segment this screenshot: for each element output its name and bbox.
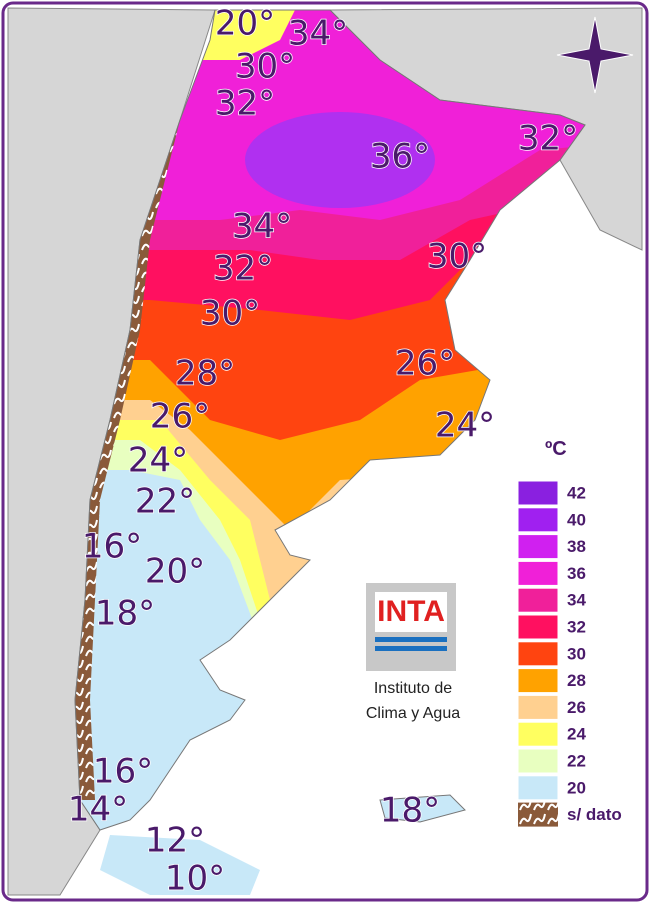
legend-swatch (517, 721, 559, 747)
isotherm-label: 12° (145, 821, 205, 861)
isotherm-label: 26° (150, 397, 210, 437)
compass (556, 16, 634, 94)
legend-swatch (517, 748, 559, 774)
isotherm-label: 32° (213, 249, 273, 289)
logo: INTA Instituto de Clima y Agua (366, 583, 460, 722)
isotherm-label: 14° (68, 790, 128, 830)
legend-swatch (517, 507, 559, 533)
isotherm-label: 36° (370, 137, 430, 177)
malvinas (379, 794, 466, 823)
isotherm-label: 34° (232, 207, 292, 247)
legend-label: 26 (567, 698, 586, 717)
legend-swatch (517, 694, 559, 720)
legend-swatch (517, 775, 559, 801)
logo-box (375, 592, 447, 632)
isotherm-label: 30° (200, 294, 260, 334)
logo-stripe (375, 646, 447, 651)
isotherm-label: 24° (435, 406, 495, 446)
legend-swatch (517, 668, 559, 694)
legend-label: 34 (567, 591, 586, 610)
legend-label: s/ dato (567, 805, 622, 824)
logo-text: INTA (377, 595, 445, 628)
legend: ºC 42 40 38 36 34 32 30 28 26 24 22 20 s/ dato (517, 438, 622, 827)
argentina-outline (74, 9, 586, 831)
legend-swatch (517, 641, 559, 667)
isotherm-label: 20° (215, 4, 275, 44)
isotherm-label: 10° (165, 859, 225, 899)
isotherm-label: 22° (135, 482, 195, 522)
isotherm-label: 30° (427, 237, 487, 277)
legend-label: 24 (567, 725, 586, 744)
isotherm-label: 32° (518, 119, 578, 159)
isotherm-label: 16° (82, 527, 142, 567)
legend-label: 38 (567, 537, 586, 556)
isotherm-label: 30° (235, 47, 295, 87)
legend-swatch (517, 534, 559, 560)
legend-swatch (517, 614, 559, 640)
legend-swatch (517, 587, 559, 613)
legend-label: 32 (567, 617, 586, 636)
isotherm-label: 34° (288, 14, 348, 54)
isotherm-label: 24° (128, 441, 188, 481)
isotherm-label: 18° (380, 791, 440, 831)
logo-stripe (375, 637, 447, 642)
isotherm-label: 18° (95, 594, 155, 634)
isotherm-label: 20° (145, 552, 205, 592)
isotherm-labels: 20° 34° 30° 32° 36° 32° 34° 30° 32° 30° … (67, 3, 579, 900)
isotherm-label: 16° (93, 752, 153, 792)
legend-swatch (517, 560, 559, 586)
logo-caption: Clima y Agua (366, 705, 460, 722)
logo-caption: Instituto de (374, 680, 452, 697)
isotherm-label: 28° (175, 354, 235, 394)
legend-label: 42 (567, 483, 586, 502)
isotherm-label: 26° (395, 344, 455, 384)
legend-label: 28 (567, 671, 586, 690)
legend-label: 36 (567, 564, 586, 583)
legend-label: 22 (567, 751, 586, 770)
legend-swatch (517, 480, 559, 506)
legend-label: 40 (567, 510, 586, 529)
isotherm-label: 32° (215, 84, 275, 124)
legend-swatch (518, 802, 558, 827)
legend-label: 20 (567, 778, 586, 797)
legend-unit: ºC (545, 438, 567, 460)
legend-label: 30 (567, 644, 586, 663)
